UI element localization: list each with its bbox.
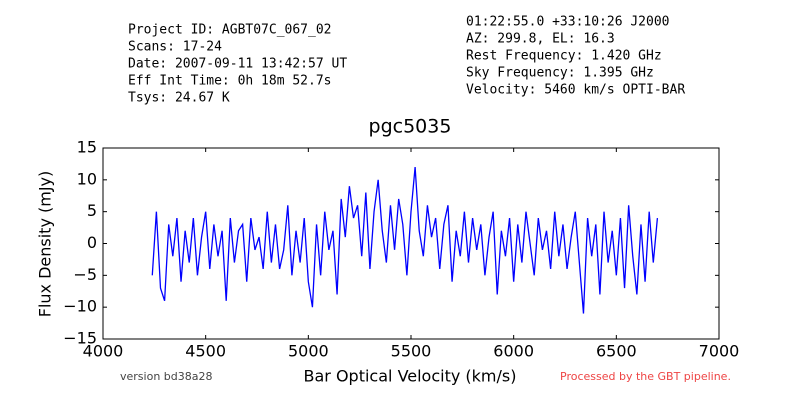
header-line: Tsys: 24.67 K: [128, 91, 230, 106]
header-line: Date: 2007-09-11 13:42:57 UT: [128, 57, 347, 72]
y-tick-label: 0: [87, 233, 97, 252]
header-line: Rest Frequency: 1.420 GHz: [466, 49, 662, 64]
x-tick-label: 5500: [391, 342, 432, 361]
chart-title: pgc5035: [369, 116, 452, 138]
y-axis-label: Flux Density (mJy): [36, 171, 55, 318]
header-line: AZ: 299.8, EL: 16.3: [466, 32, 615, 47]
x-tick-label: 7000: [699, 342, 740, 361]
spectrum-line: [151, 167, 659, 314]
x-axis-label: Bar Optical Velocity (km/s): [304, 367, 517, 386]
x-tick-label: 6000: [493, 342, 534, 361]
y-tick-label: −15: [63, 329, 97, 348]
header-line: 01:22:55.0 +33:10:26 J2000: [466, 15, 670, 30]
y-tick-label: −10: [63, 297, 97, 316]
header-line: Scans: 17-24: [128, 40, 222, 55]
header-line: Project ID: AGBT07C_067_02: [128, 23, 332, 38]
header-line: Eff Int Time: 0h 18m 52.7s: [128, 74, 332, 89]
version-note: version bd38a28: [120, 370, 213, 383]
y-tick-label: 10: [77, 169, 97, 188]
header-line: Velocity: 5460 km/s OPTI-BAR: [466, 83, 685, 98]
y-tick-label: 5: [87, 201, 97, 220]
header-line: Sky Frequency: 1.395 GHz: [466, 66, 654, 81]
pipeline-note: Processed by the GBT pipeline.: [560, 370, 731, 383]
x-tick-label: 4000: [83, 342, 124, 361]
y-tick-label: 15: [77, 138, 97, 157]
x-tick-label: 6500: [596, 342, 637, 361]
x-tick-label: 5000: [288, 342, 329, 361]
y-tick-label: −5: [73, 265, 97, 284]
x-tick-label: 4500: [185, 342, 226, 361]
